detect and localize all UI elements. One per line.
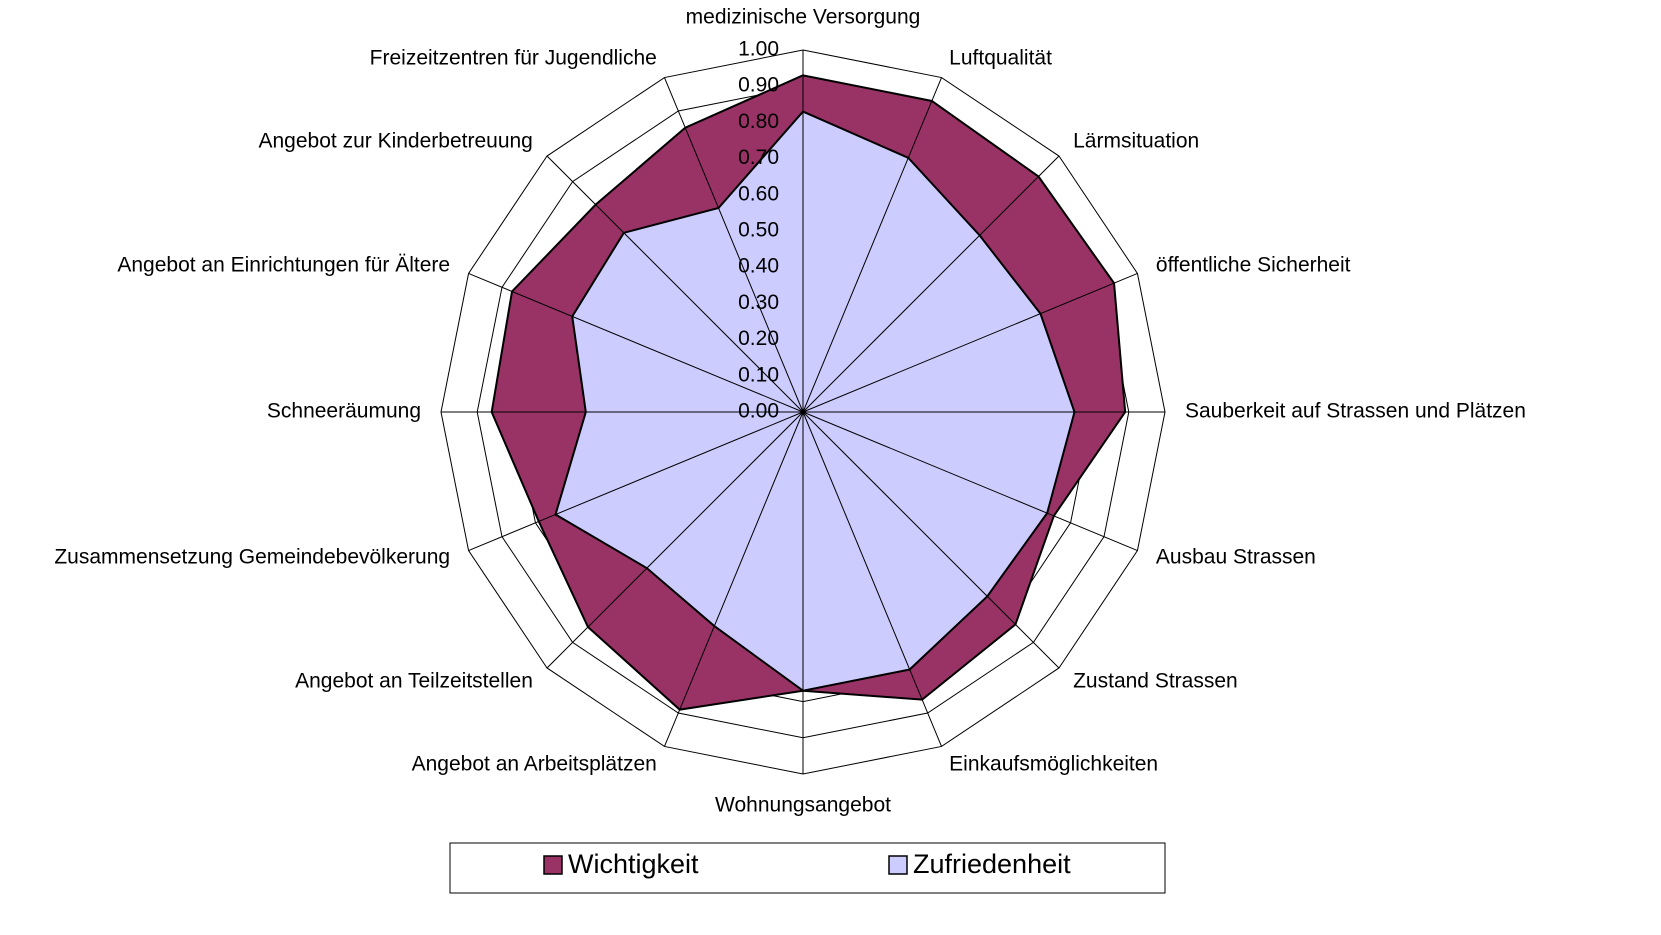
y-tick-label: 0.10 <box>738 363 779 386</box>
spoke <box>802 77 942 413</box>
category-label: Ausbau Strassen <box>1156 546 1316 569</box>
category-label: Wohnungsangebot <box>715 794 891 817</box>
legend-label: Wichtigkeit <box>568 849 699 879</box>
plot-area <box>490 74 1127 711</box>
category-label: Freizeitzentren für Jugendliche <box>370 47 657 70</box>
category-label: Angebot an Arbeitsplätzen <box>412 752 657 775</box>
spoke <box>546 155 804 413</box>
spoke <box>802 411 1138 551</box>
spoke <box>802 411 1060 669</box>
legend-label: Zufriedenheit <box>913 849 1071 879</box>
category-label: Lärmsituation <box>1073 129 1199 152</box>
y-tick-label: 0.60 <box>738 182 779 205</box>
legend-box <box>449 842 1166 894</box>
y-tick-label: 0.80 <box>738 110 779 133</box>
spoke <box>802 411 942 747</box>
y-tick-label: 0.30 <box>738 291 779 314</box>
y-tick-label: 0.00 <box>738 400 779 423</box>
spoke <box>802 155 1060 413</box>
category-label: Zustand Strassen <box>1073 670 1238 693</box>
category-label: Zusammensetzung Gemeindebevölkerung <box>54 546 450 569</box>
spoke <box>802 273 1138 413</box>
spoke <box>664 77 804 413</box>
category-label: Angebot an Einrichtungen für Ältere <box>117 253 450 276</box>
spoke <box>468 411 804 551</box>
category-label: Angebot zur Kinderbetreuung <box>259 129 533 152</box>
category-label: öffentliche Sicherheit <box>1156 253 1351 276</box>
category-label: Einkaufsmöglichkeiten <box>949 752 1158 775</box>
legend: Wichtigkeit Zufriedenheit <box>449 842 1166 894</box>
y-tick-label: 0.90 <box>738 74 779 97</box>
category-label: Luftqualität <box>949 47 1052 70</box>
spoke <box>546 411 804 669</box>
legend-swatch <box>543 855 563 875</box>
labels: medizinische Versorgung Luftqualität Lärms… <box>54 6 1526 817</box>
y-tick-label: 0.20 <box>738 327 779 350</box>
y-tick-label: 1.00 <box>738 38 779 61</box>
spoke <box>468 273 804 413</box>
category-label: medizinische Versorgung <box>686 6 921 29</box>
category-label: Schneeräumung <box>267 400 421 423</box>
category-label: Angebot an Teilzeitstellen <box>295 670 533 693</box>
y-tick-label: 0.70 <box>738 146 779 169</box>
spokes <box>441 50 1165 774</box>
legend-swatch <box>888 855 908 875</box>
y-tick-label: 0.50 <box>738 219 779 242</box>
category-label: Sauberkeit auf Strassen und Plätzen <box>1185 400 1526 423</box>
y-tick-label: 0.40 <box>738 255 779 278</box>
spoke <box>664 411 804 747</box>
